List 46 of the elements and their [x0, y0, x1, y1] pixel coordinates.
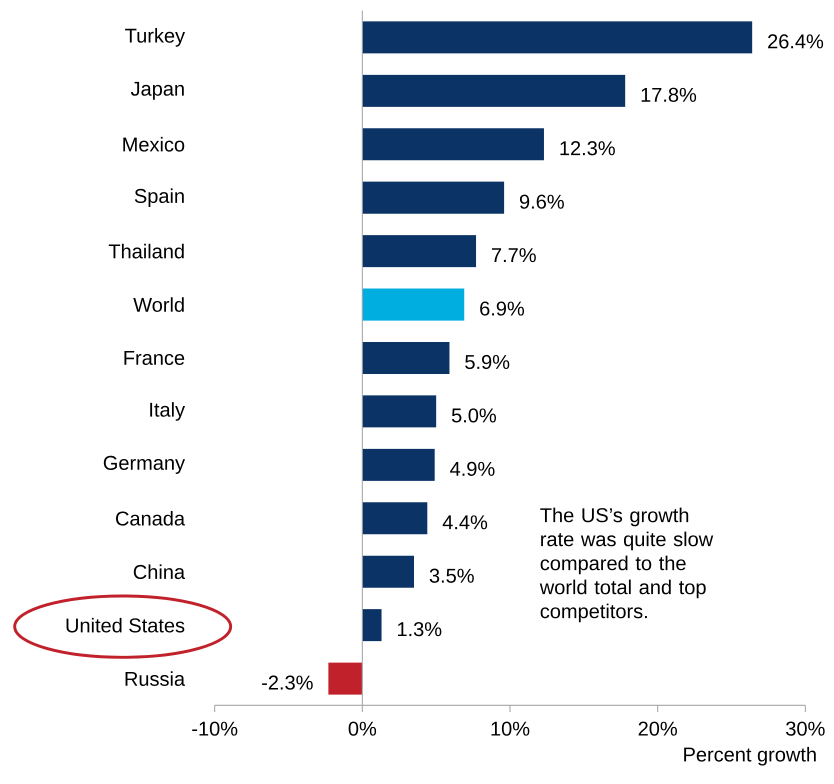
- data-label: 26.4%: [768, 34, 824, 48]
- data-label: 5.9%: [465, 354, 510, 370]
- y-tick-label: China: [134, 564, 186, 580]
- data-label: 6.9%: [480, 301, 524, 316]
- bar: [362, 448, 435, 481]
- y-tick-label: Mexico: [123, 136, 184, 152]
- data-label: 12.3%: [560, 141, 615, 156]
- y-tick-label: Turkey: [125, 28, 186, 47]
- bar: [362, 128, 544, 160]
- data-label: 9.6%: [520, 194, 564, 209]
- y-tick-label: Canada: [116, 510, 186, 526]
- bar: [362, 235, 476, 268]
- y-tick-label: World: [133, 297, 184, 312]
- bar: [362, 74, 626, 107]
- bar: [328, 662, 362, 695]
- data-label: 4.9%: [450, 462, 494, 476]
- bar: [362, 502, 428, 534]
- x-tick-label: 10%: [492, 722, 530, 736]
- y-tick-label: Spain: [134, 188, 184, 207]
- bar: [362, 556, 414, 588]
- y-tick-label: Japan: [130, 82, 184, 100]
- bar: [362, 21, 752, 54]
- bar: [362, 288, 464, 321]
- bar: [362, 342, 450, 374]
- bar: [362, 395, 436, 428]
- x-tick-label: -10%: [192, 722, 238, 736]
- data-label: 4.4%: [442, 515, 488, 530]
- x-tick-label: 20%: [638, 722, 677, 736]
- data-label: 3.5%: [430, 568, 474, 583]
- data-label: 17.8%: [642, 88, 696, 102]
- y-tick-label: Thailand: [108, 244, 184, 258]
- bar: [362, 182, 504, 214]
- data-label: 7.7%: [492, 248, 536, 262]
- annotation: The US’s growth rate was quite slow compared to the world total and top competitors.: [540, 508, 714, 622]
- data-label: 5.0%: [452, 408, 496, 423]
- y-tick-label: Russia: [126, 671, 186, 686]
- y-tick-label: United States: [66, 618, 184, 633]
- y-tick-label: Germany: [104, 456, 186, 474]
- x-tick-label: 0%: [348, 722, 376, 736]
- bar: [362, 609, 382, 642]
- y-tick-label: Italy: [150, 402, 186, 421]
- x-axis-title: Percent growth: [684, 746, 816, 766]
- x-tick-label: 30%: [786, 722, 825, 736]
- data-label: 1.3%: [398, 622, 442, 636]
- y-tick-label: France: [124, 351, 184, 365]
- data-label: -2.3%: [262, 676, 313, 690]
